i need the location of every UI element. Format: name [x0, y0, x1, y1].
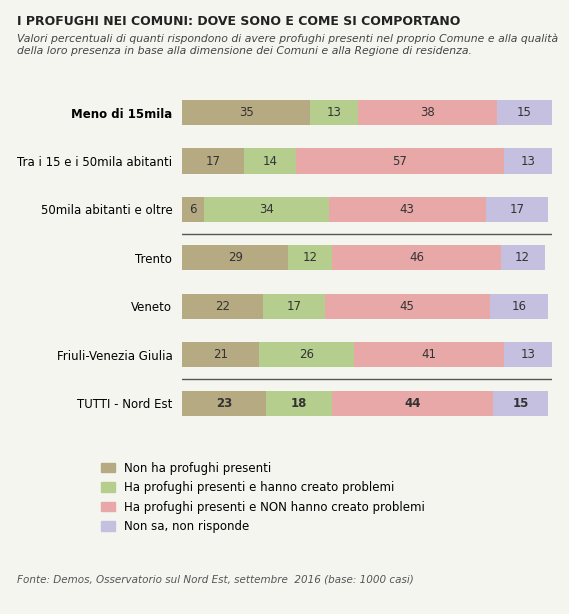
Bar	[497, 100, 552, 125]
Text: 34: 34	[259, 203, 274, 216]
Bar	[490, 293, 549, 319]
Text: 46: 46	[409, 251, 424, 265]
Bar	[182, 293, 263, 319]
Text: 13: 13	[521, 155, 535, 168]
Text: 16: 16	[512, 300, 526, 313]
Bar	[204, 197, 328, 222]
Text: 17: 17	[286, 300, 301, 313]
Bar	[182, 342, 259, 367]
Bar	[493, 391, 549, 416]
Text: 29: 29	[228, 251, 242, 265]
Text: 15: 15	[513, 397, 529, 410]
Bar	[182, 245, 288, 271]
Text: I PROFUGHI NEI COMUNI: DOVE SONO E COME SI COMPORTANO: I PROFUGHI NEI COMUNI: DOVE SONO E COME …	[17, 15, 460, 28]
Bar	[332, 245, 501, 271]
Bar	[486, 197, 549, 222]
Text: Fonte: Demos, Osservatorio sul Nord Est, settembre  2016 (base: 1000 casi): Fonte: Demos, Osservatorio sul Nord Est,…	[17, 574, 414, 584]
Bar	[182, 100, 310, 125]
Bar	[296, 149, 504, 174]
Bar	[358, 100, 497, 125]
Text: 22: 22	[215, 300, 230, 313]
Text: 6: 6	[189, 203, 197, 216]
Text: 38: 38	[420, 106, 435, 119]
Text: 26: 26	[299, 348, 314, 361]
Text: 45: 45	[400, 300, 415, 313]
Bar	[182, 149, 244, 174]
Bar	[325, 293, 490, 319]
Text: 41: 41	[422, 348, 437, 361]
Text: 18: 18	[291, 397, 307, 410]
Bar	[504, 342, 552, 367]
Text: 13: 13	[327, 106, 341, 119]
Text: 12: 12	[515, 251, 530, 265]
Text: Valori percentuali di quanti rispondono di avere profughi presenti nel proprio C: Valori percentuali di quanti rispondono …	[17, 34, 558, 56]
Bar	[182, 391, 266, 416]
Text: 35: 35	[239, 106, 254, 119]
Bar	[244, 149, 296, 174]
Bar	[266, 391, 332, 416]
Bar	[332, 391, 493, 416]
Bar	[263, 293, 325, 319]
Text: 17: 17	[206, 155, 221, 168]
Bar	[288, 245, 332, 271]
Bar	[310, 100, 358, 125]
Text: 14: 14	[262, 155, 278, 168]
Text: 44: 44	[405, 397, 421, 410]
Bar	[259, 342, 354, 367]
Text: 21: 21	[213, 348, 228, 361]
Text: 17: 17	[510, 203, 525, 216]
Text: 57: 57	[393, 155, 407, 168]
Bar	[354, 342, 504, 367]
Bar	[504, 149, 552, 174]
Bar	[182, 197, 204, 222]
Text: 43: 43	[400, 203, 415, 216]
Bar	[501, 245, 545, 271]
Text: 13: 13	[521, 348, 535, 361]
Text: 12: 12	[303, 251, 318, 265]
Text: 15: 15	[517, 106, 532, 119]
Bar	[328, 197, 486, 222]
Text: 23: 23	[216, 397, 232, 410]
Legend: Non ha profughi presenti, Ha profughi presenti e hanno creato problemi, Ha profu: Non ha profughi presenti, Ha profughi pr…	[101, 462, 425, 533]
